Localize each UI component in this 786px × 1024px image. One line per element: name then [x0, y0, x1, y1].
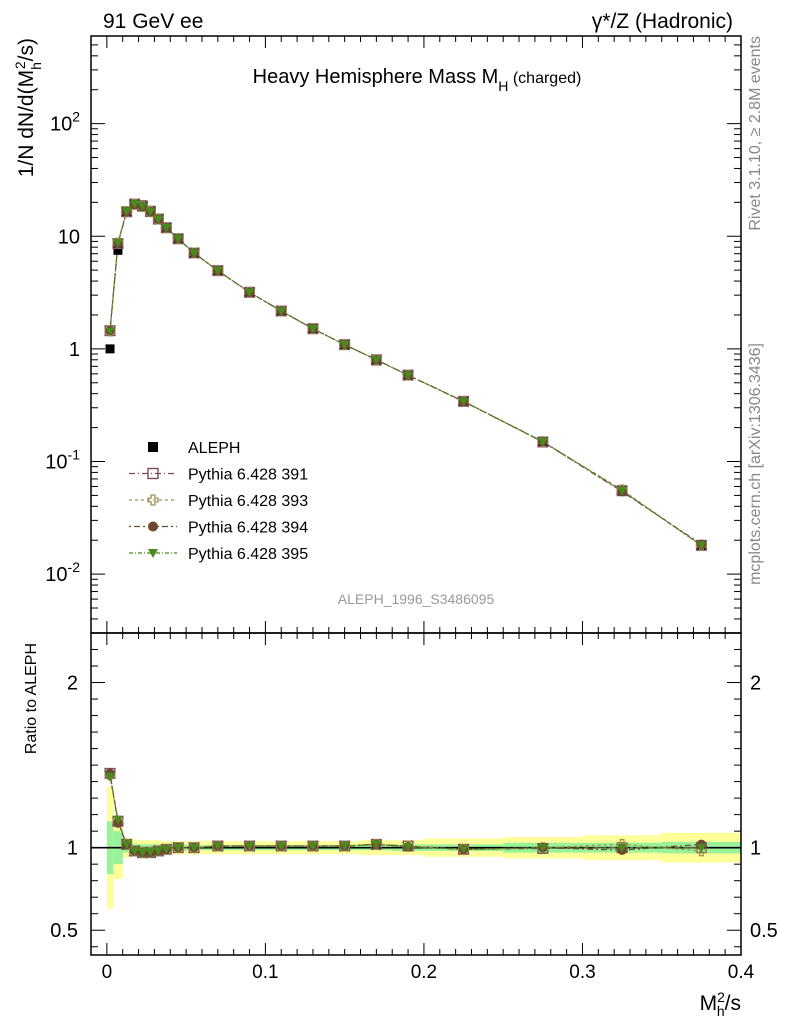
x-tick-label: 0.1	[252, 962, 278, 983]
legend-label: Pythia 6.428 391	[188, 467, 308, 484]
main-title: Heavy Hemisphere Mass MH (charged)	[253, 66, 582, 94]
x-axis-label: M2 h/s	[700, 989, 741, 1019]
data-point	[403, 371, 413, 381]
data-point	[113, 238, 123, 248]
ratio-point	[403, 843, 413, 852]
ratio-point	[173, 843, 183, 853]
data-point	[121, 207, 132, 216]
ratio-point	[121, 840, 132, 850]
legend-marker	[147, 494, 159, 506]
ratio-y-tick-label-right: 0.5	[750, 920, 778, 942]
data-point	[153, 215, 164, 224]
ratio-ylabel: Ratio to ALEPH	[23, 643, 40, 754]
ratio-frame	[90, 632, 742, 956]
ratio-point	[696, 843, 707, 853]
ratio-point	[339, 842, 350, 851]
data-point	[105, 327, 115, 337]
y-tick-label: 10-2	[45, 559, 80, 586]
x-tick-label: 0.2	[411, 962, 437, 983]
ratio-y-tick-label-left: 1	[67, 838, 78, 860]
x-tick-label: 0	[102, 962, 113, 983]
data-point	[617, 486, 627, 496]
ratio-point	[371, 840, 382, 850]
y-tick-label: 102	[50, 109, 80, 136]
main-ylabel: 1/N dN/d(Mh2/s)	[12, 38, 44, 177]
legend-label: Pythia 6.428 395	[188, 546, 308, 563]
rivet-label: Rivet 3.1.10, ≥ 2.8M events	[747, 36, 764, 231]
data-point	[308, 324, 318, 334]
data-point	[458, 397, 469, 407]
legend-marker	[148, 549, 158, 558]
legend-marker	[148, 521, 158, 532]
data-point	[173, 234, 183, 244]
data-point	[244, 288, 255, 298]
ratio-point	[105, 772, 115, 782]
data-point	[129, 200, 140, 209]
legend-label: Pythia 6.428 393	[188, 493, 308, 510]
mcplots-label: mcplots.cern.ch [arXiv:1306.3436]	[747, 343, 764, 585]
ratio-point	[137, 848, 148, 858]
ratio-point	[213, 842, 223, 851]
legend-marker	[147, 467, 159, 480]
data-point	[137, 202, 148, 211]
x-tick-label: 0.4	[728, 962, 755, 983]
ratio-point	[113, 815, 123, 825]
header-right-label: γ*/Z (Hadronic)	[592, 10, 733, 33]
data-point	[105, 344, 115, 354]
x-tick-label: 0.3	[569, 962, 595, 983]
ratio-y-tick-label-right: 2	[750, 673, 761, 695]
data-point	[213, 266, 223, 276]
legend-label: ALEPH	[188, 440, 240, 457]
data-point	[371, 355, 382, 365]
data-point	[161, 223, 172, 233]
data-point	[189, 249, 199, 258]
ratio-point	[458, 845, 469, 855]
y-tick-label: 10	[58, 226, 80, 248]
ratio-point	[308, 842, 318, 851]
y-tick-label: 10-1	[45, 446, 80, 473]
header-left-label: 91 GeV ee	[103, 10, 203, 33]
ratio-point	[145, 847, 156, 857]
main-frame	[90, 35, 742, 634]
ratio-y-tick-label-left: 0.5	[50, 920, 78, 942]
analysis-watermark: ALEPH_1996_S3486095	[338, 591, 495, 607]
ratio-point	[189, 843, 199, 853]
legend-marker	[148, 442, 158, 452]
data-point	[696, 541, 707, 551]
ratio-point	[538, 843, 548, 853]
y-tick-label: 1	[69, 339, 80, 361]
data-point	[145, 207, 156, 217]
ratio-point	[276, 842, 287, 851]
legend-label: Pythia 6.428 394	[188, 520, 308, 537]
data-point	[276, 307, 287, 316]
ratio-y-tick-label-left: 2	[67, 673, 78, 695]
ratio-point	[161, 845, 172, 855]
ratio-point	[153, 847, 164, 856]
data-point	[339, 340, 350, 350]
ratio-point	[617, 843, 627, 853]
data-point	[538, 437, 548, 447]
data-point	[113, 245, 123, 255]
ratio-series-line	[109, 773, 702, 854]
ratio-y-tick-label-right: 1	[750, 838, 761, 860]
ratio-point	[129, 847, 140, 856]
ratio-point	[244, 842, 255, 851]
